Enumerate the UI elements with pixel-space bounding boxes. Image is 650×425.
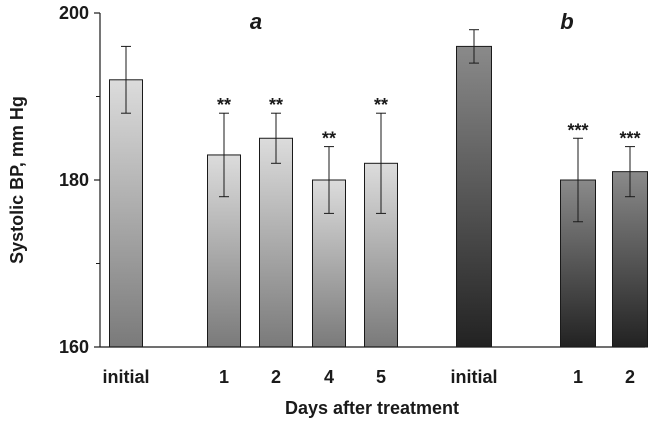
bar-b-initial: [456, 45, 492, 348]
x-tick-label: 2: [271, 367, 281, 387]
x-tick-label: 5: [376, 367, 386, 387]
bar-a-2: [259, 137, 293, 348]
x-tick-label: initial: [102, 367, 149, 387]
significance-label: **: [374, 95, 388, 115]
bar-a-initial: [109, 79, 143, 348]
panel-label-a: a: [250, 9, 262, 34]
significance-label: **: [322, 129, 336, 149]
x-tick-label: 4: [324, 367, 334, 387]
y-tick-label: 200: [59, 3, 89, 23]
bar-b-2: [612, 171, 648, 348]
y-tick-label: 180: [59, 170, 89, 190]
x-tick-label: initial: [450, 367, 497, 387]
x-tick-label: 1: [573, 367, 583, 387]
significance-label: ***: [567, 120, 588, 140]
y-tick-label: 160: [59, 337, 89, 357]
significance-label: **: [217, 95, 231, 115]
x-tick-label: 2: [625, 367, 635, 387]
significance-label: **: [269, 95, 283, 115]
x-tick-label: 1: [219, 367, 229, 387]
y-axis-title: Systolic BP, mm Hg: [7, 96, 27, 264]
panel-label-b: b: [560, 9, 573, 34]
significance-label: ***: [619, 129, 640, 149]
x-axis-title: Days after treatment: [285, 398, 459, 418]
